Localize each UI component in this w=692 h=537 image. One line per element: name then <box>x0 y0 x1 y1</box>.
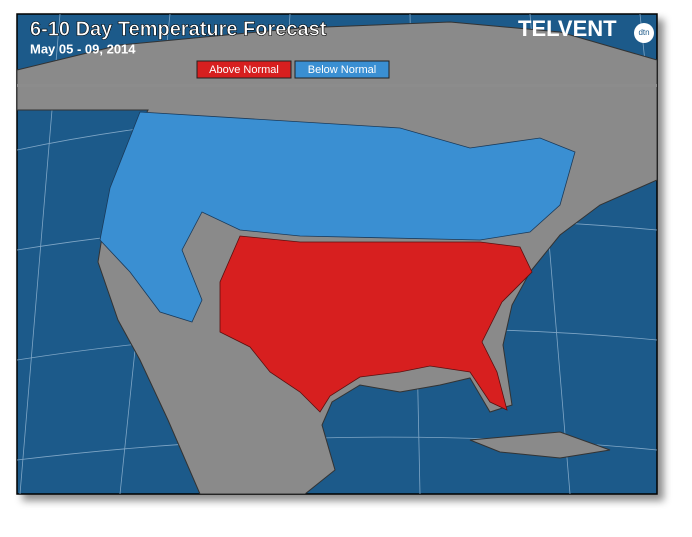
legend: Above Normal Below Normal <box>196 60 390 79</box>
legend-label: Below Normal <box>308 64 376 76</box>
cuba <box>469 431 611 459</box>
logo-badge: dtn <box>638 28 649 37</box>
header-rule <box>17 84 657 87</box>
subtitle: May 05 - 09, 2014 <box>30 41 136 56</box>
legend-label: Above Normal <box>209 64 279 76</box>
logo-badge-circle <box>634 23 654 43</box>
map-body <box>17 14 657 494</box>
logo: TELVENT <box>518 16 617 41</box>
title: 6-10 Day Temperature Forecast <box>30 18 327 40</box>
legend-swatch <box>196 60 292 79</box>
below-normal-area <box>99 111 576 323</box>
above-normal-area <box>219 235 533 413</box>
legend-swatch <box>294 60 390 79</box>
